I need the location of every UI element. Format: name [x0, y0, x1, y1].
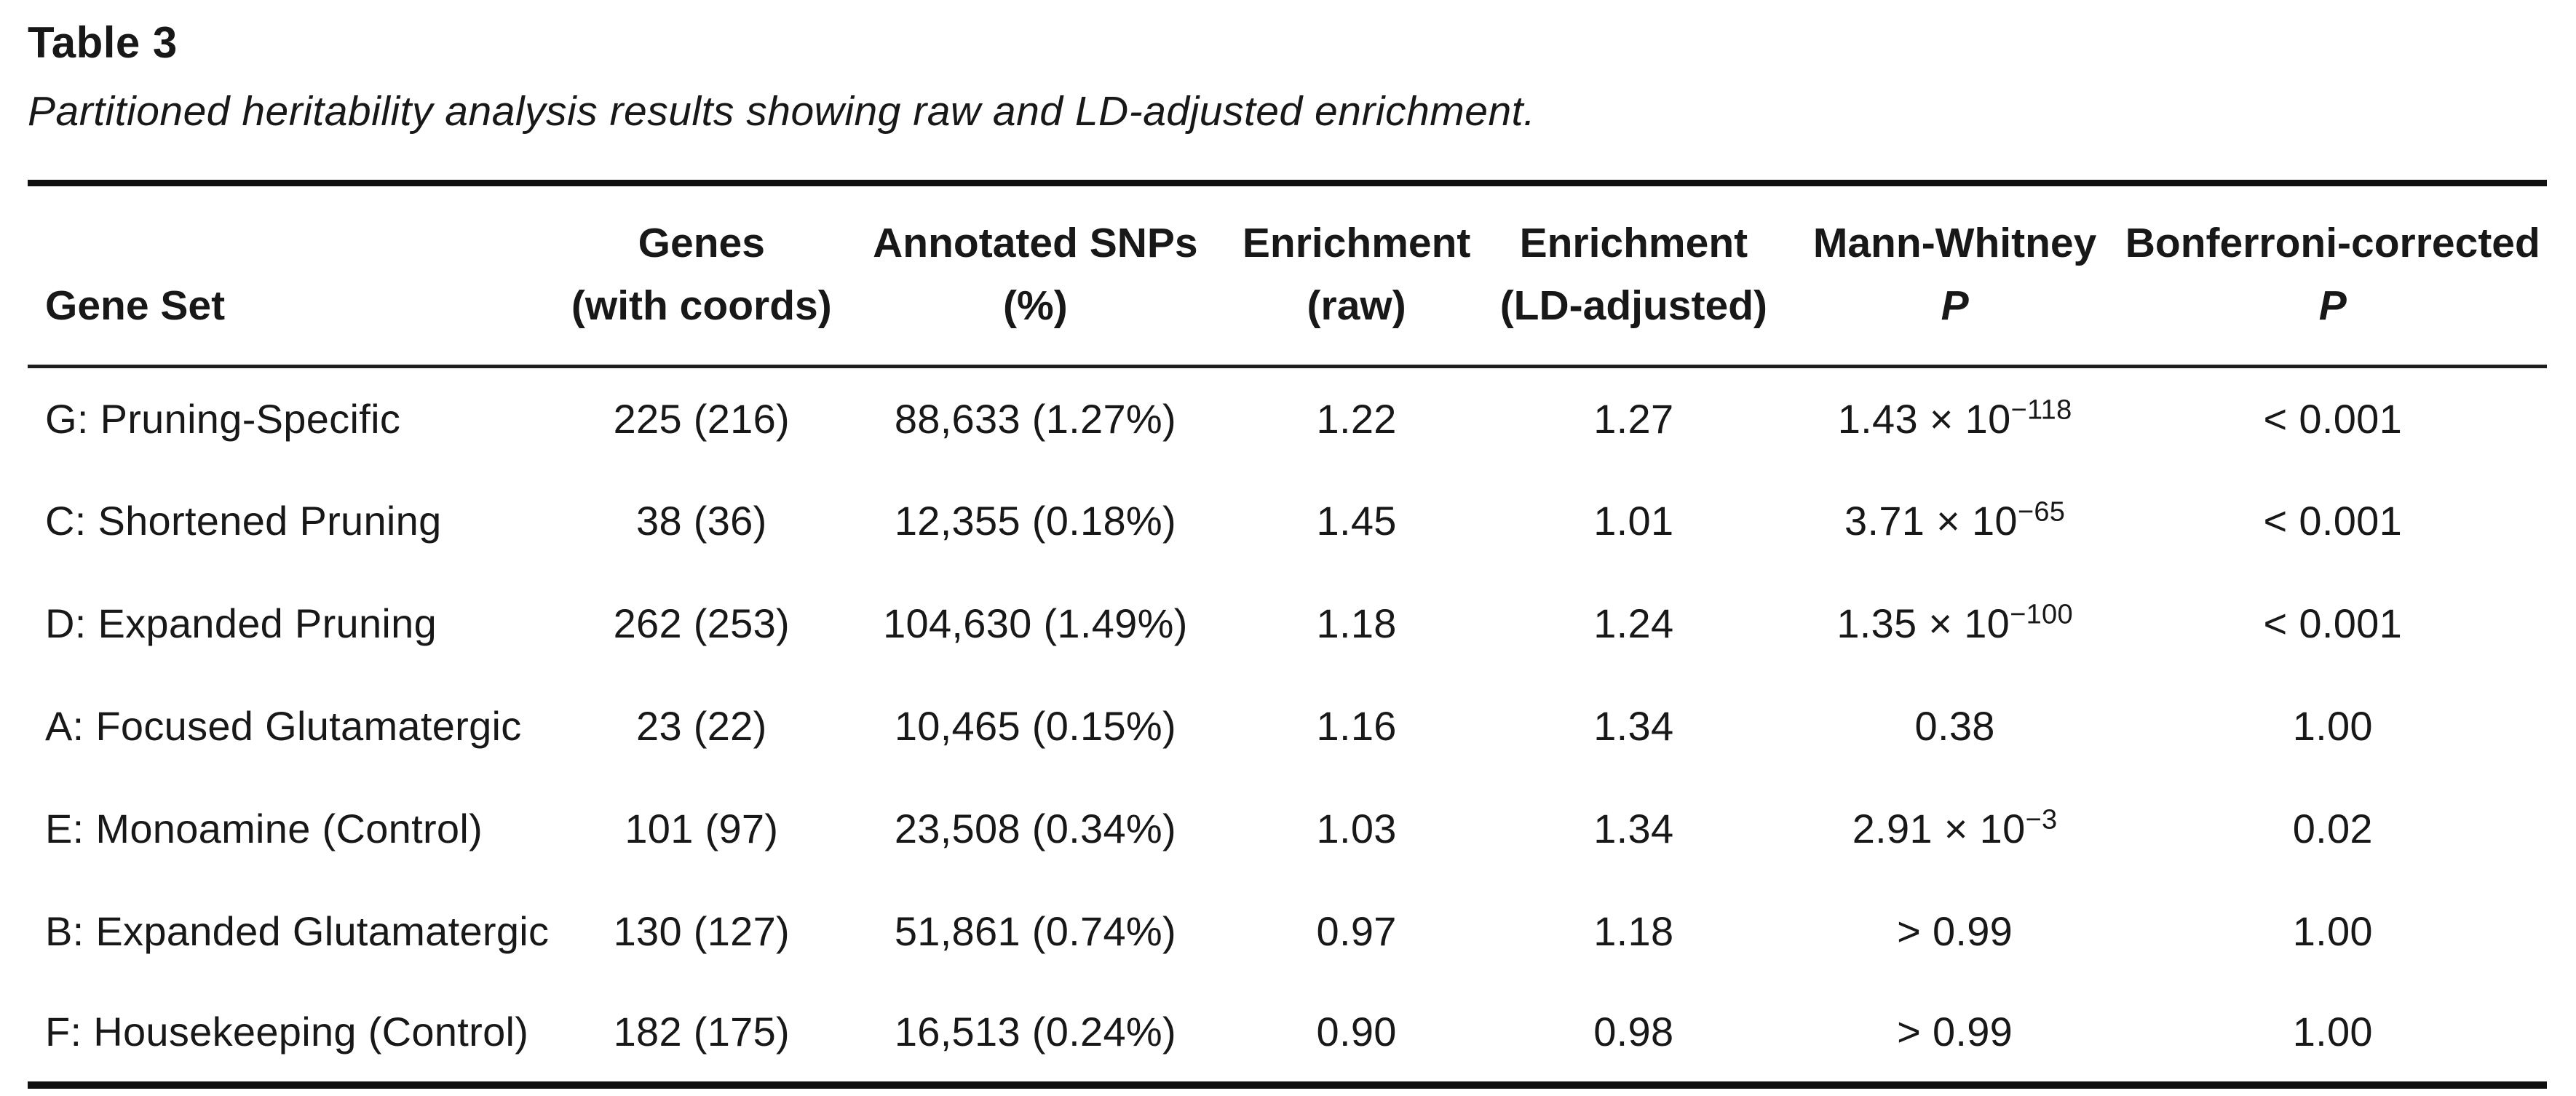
- column-header-mann-whitney-p: Mann-Whitney P: [1791, 183, 2119, 367]
- table-row: C: Shortened Pruning 38 (36) 12,355 (0.1…: [28, 469, 2547, 572]
- cell-annotated-snps: 16,513 (0.24%): [894, 1009, 1176, 1055]
- results-table: Gene Set Genes (with coords) Annotated S…: [28, 180, 2547, 1089]
- column-header-gene-set: Gene Set: [28, 183, 569, 367]
- table-row: D: Expanded Pruning 262 (253) 104,630 (1…: [28, 572, 2547, 675]
- header-line2: P: [2318, 282, 2347, 329]
- cell-annotated-snps: 10,465 (0.15%): [894, 702, 1176, 749]
- cell-enrichment-ld: 1.34: [1593, 805, 1674, 851]
- header-line2: Gene Set: [45, 282, 226, 329]
- cell-annotated-snps: 23,508 (0.34%): [894, 805, 1176, 851]
- cell-mann-whitney-p: > 0.99: [1897, 1009, 2013, 1055]
- header-line1: Enrichment: [1242, 220, 1471, 267]
- cell-enrichment-ld: 1.01: [1593, 497, 1674, 544]
- cell-bonferroni-p: 1.00: [2292, 1009, 2373, 1055]
- cell-enrichment-raw: 1.45: [1316, 497, 1397, 544]
- cell-genes: 262 (253): [613, 600, 790, 646]
- cell-enrichment-raw: 1.22: [1316, 396, 1397, 442]
- cell-annotated-snps: 88,633 (1.27%): [894, 396, 1176, 442]
- cell-genes: 225 (216): [613, 396, 790, 442]
- cell-annotated-snps: 12,355 (0.18%): [894, 497, 1176, 544]
- header-line2: (LD-adjusted): [1499, 282, 1767, 329]
- header-line2: (with coords): [571, 282, 832, 329]
- cell-mann-whitney-p: 0.38: [1914, 702, 1995, 749]
- cell-enrichment-raw: 0.90: [1316, 1009, 1397, 1055]
- cell-enrichment-ld: 1.34: [1593, 702, 1674, 749]
- column-header-enrichment-ld: Enrichment (LD-adjusted): [1476, 183, 1791, 367]
- table-row: A: Focused Glutamatergic 23 (22) 10,465 …: [28, 675, 2547, 777]
- cell-genes: 101 (97): [625, 805, 779, 851]
- cell-genes: 23 (22): [636, 702, 767, 749]
- cell-annotated-snps: 51,861 (0.74%): [894, 908, 1176, 954]
- header-line1: Mann-Whitney: [1812, 220, 2097, 267]
- cell-enrichment-raw: 1.18: [1316, 600, 1397, 646]
- cell-enrichment-raw: 0.97: [1316, 908, 1397, 954]
- header-line2: (%): [1003, 282, 1068, 329]
- cell-mann-whitney-p: > 0.99: [1897, 908, 2013, 954]
- header-line1: Enrichment: [1519, 220, 1748, 267]
- cell-bonferroni-p: 0.02: [2292, 805, 2373, 851]
- cell-enrichment-raw: 1.16: [1316, 702, 1397, 749]
- column-header-annotated-snps: Annotated SNPs (%): [834, 183, 1237, 367]
- cell-mann-whitney-p: 3.71 × 10−65: [1844, 496, 2066, 544]
- cell-mann-whitney-p: 1.35 × 10−100: [1836, 599, 2073, 646]
- cell-gene-set: A: Focused Glutamatergic: [45, 702, 522, 749]
- header-line1: Annotated SNPs: [873, 220, 1198, 267]
- cell-bonferroni-p: < 0.001: [2263, 396, 2403, 442]
- header-line2: P: [1941, 282, 1969, 329]
- cell-gene-set: C: Shortened Pruning: [45, 497, 442, 544]
- cell-genes: 38 (36): [636, 497, 767, 544]
- cell-enrichment-ld: 0.98: [1593, 1009, 1674, 1055]
- table-row: G: Pruning-Specific 225 (216) 88,633 (1.…: [28, 367, 2547, 469]
- cell-genes: 130 (127): [613, 908, 790, 954]
- cell-bonferroni-p: < 0.001: [2263, 600, 2403, 646]
- table-row: E: Monoamine (Control) 101 (97) 23,508 (…: [28, 777, 2547, 880]
- cell-gene-set: G: Pruning-Specific: [45, 396, 401, 442]
- header-line1: Genes: [638, 220, 765, 267]
- header-line2: (raw): [1307, 282, 1406, 329]
- cell-gene-set: F: Housekeeping (Control): [45, 1009, 529, 1055]
- cell-bonferroni-p: < 0.001: [2263, 497, 2403, 544]
- table-title: Table 3: [28, 18, 178, 67]
- cell-mann-whitney-p: 1.43 × 10−118: [1837, 394, 2072, 442]
- cell-mann-whitney-p: 2.91 × 10−3: [1852, 804, 2058, 851]
- cell-enrichment-ld: 1.24: [1593, 600, 1674, 646]
- column-header-enrichment-raw: Enrichment (raw): [1237, 183, 1476, 367]
- cell-gene-set: B: Expanded Glutamatergic: [45, 908, 550, 954]
- column-header-bonferroni-p: Bonferroni-corrected P: [2119, 183, 2547, 367]
- table-row: F: Housekeeping (Control) 182 (175) 16,5…: [28, 982, 2547, 1085]
- cell-genes: 182 (175): [613, 1009, 790, 1055]
- cell-gene-set: E: Monoamine (Control): [45, 805, 483, 851]
- cell-enrichment-ld: 1.27: [1593, 396, 1674, 442]
- cell-gene-set: D: Expanded Pruning: [45, 600, 437, 646]
- header-row: Gene Set Genes (with coords) Annotated S…: [28, 183, 2547, 367]
- cell-bonferroni-p: 1.00: [2292, 908, 2373, 954]
- cell-enrichment-ld: 1.18: [1593, 908, 1674, 954]
- column-header-genes: Genes (with coords): [569, 183, 833, 367]
- table-caption: Partitioned heritability analysis result…: [28, 88, 1536, 135]
- header-line1: Bonferroni-corrected: [2125, 220, 2540, 267]
- cell-annotated-snps: 104,630 (1.49%): [883, 600, 1188, 646]
- cell-bonferroni-p: 1.00: [2292, 702, 2373, 749]
- cell-enrichment-raw: 1.03: [1316, 805, 1397, 851]
- table-row: B: Expanded Glutamatergic 130 (127) 51,8…: [28, 880, 2547, 982]
